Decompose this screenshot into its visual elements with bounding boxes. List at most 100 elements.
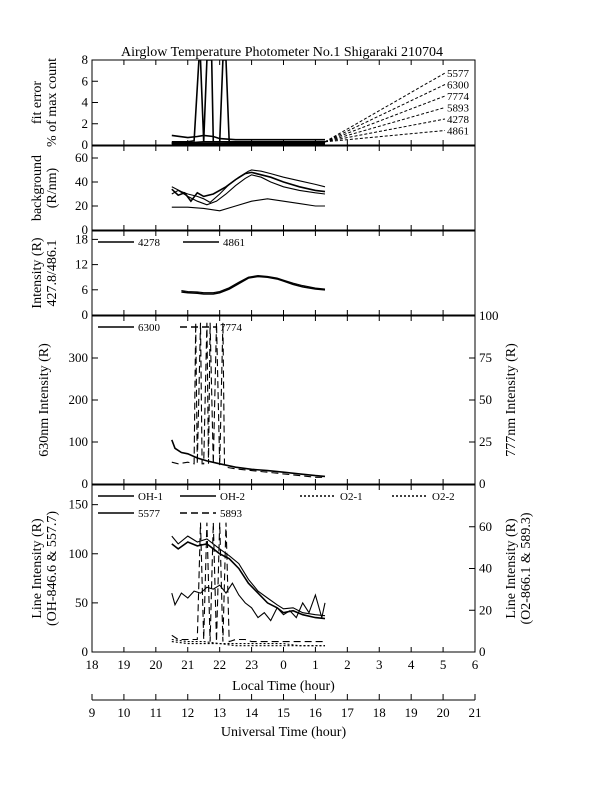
y-tick-label: 18: [75, 231, 88, 246]
y-right-tick-label: 100: [479, 308, 499, 323]
y-tick-label: 6: [82, 282, 89, 297]
local-time-axis-label: Local Time (hour): [232, 679, 335, 694]
panel-frame: [91, 59, 476, 146]
y-right-tick-label: 0: [479, 476, 486, 491]
universal-time-tick-label: 11: [150, 705, 163, 720]
legend-line-7774: [324, 95, 446, 143]
y-right-tick-label: 20: [479, 602, 492, 617]
legend-label: 7774: [447, 91, 470, 103]
y-axis-label: Line Intensity (R): [30, 518, 45, 619]
y-tick-label: 50: [75, 595, 88, 610]
legend-label: 7774: [220, 322, 243, 334]
legend-label: 6300: [447, 80, 470, 92]
series-line-6300: [171, 439, 326, 478]
universal-time-tick-label: 20: [437, 705, 450, 720]
universal-time-tick-label: 16: [309, 705, 323, 720]
y-tick-label: 20: [75, 198, 88, 213]
y-axis-label: (OH-846.6 & 557.7): [45, 511, 60, 626]
y-right-tick-label: 25: [479, 434, 492, 449]
y-tick-label: 2: [82, 116, 89, 131]
series-line-OH-1: [171, 541, 326, 620]
local-time-tick-label: 5: [440, 657, 447, 672]
universal-time-tick-label: 17: [341, 705, 355, 720]
series-line-O2-2: [171, 641, 325, 647]
y-tick-label: 0: [82, 137, 89, 152]
legend-label: 4278: [138, 237, 161, 249]
y-axis-label: 630nm Intensity (R): [37, 343, 52, 457]
universal-time-tick-label: 12: [181, 705, 194, 720]
legend-label: 4278: [447, 114, 470, 126]
series-line-7774: [171, 174, 326, 206]
y-right-axis-label: 777nm Intensity (R): [504, 343, 519, 457]
panel-frame: [91, 315, 476, 485]
universal-time-tick-label: 9: [89, 705, 96, 720]
legend-line-4278: [324, 118, 446, 143]
y-tick-label: 6: [82, 73, 89, 88]
legend-line-4861: [324, 130, 446, 143]
panel-intensity-4278-4861: 0 6 12 18 Intensity (R) 427.8/486.1 4278 4861: [30, 230, 476, 322]
local-time-tick-label: 3: [376, 657, 383, 672]
y-right-tick-label: 50: [479, 392, 492, 407]
series-group: [181, 274, 326, 295]
series-line-5577: [171, 582, 326, 622]
universal-time-tick-label: 21: [469, 705, 482, 720]
local-time-tick-label: 22: [213, 657, 226, 672]
y-tick-label: 60: [75, 150, 88, 165]
y-right-tick-label: 75: [479, 350, 492, 365]
series-line-7774: [171, 322, 325, 478]
y-tick-label: 0: [82, 222, 89, 237]
universal-time-tick-label: 18: [373, 705, 386, 720]
series-group: [171, 169, 326, 212]
local-time-tick-label: 1: [312, 657, 319, 672]
local-time-tick-label: 20: [149, 657, 162, 672]
y-tick-label: 150: [69, 497, 89, 512]
y-tick-label: 100: [69, 434, 89, 449]
legend-label: 6300: [138, 322, 161, 334]
series-group: [171, 522, 326, 647]
panel-fit-error: 0 2 4 6 8 fit error% of max count 557763007774…: [30, 52, 476, 152]
y-tick-label: 8: [82, 52, 89, 67]
universal-time-tick-label: 19: [405, 705, 418, 720]
legend-label: 5577: [138, 508, 161, 520]
y-right-tick-label: 60: [479, 519, 492, 534]
legend-label: O2-2: [432, 491, 455, 503]
local-time-tick-label: 0: [280, 657, 287, 672]
legend-line-6300: [324, 84, 446, 143]
y-tick-label: 0: [82, 644, 89, 659]
y-tick-label: 100: [69, 546, 89, 561]
y-axis-label: % of max count: [45, 58, 60, 147]
local-time-tick-label: 23: [245, 657, 258, 672]
panel-intensity-6300-7774: 0 100 200 300 0 25 50 75 100 630nm Intensity (R) 7…: [37, 308, 519, 491]
legend-label: 4861: [223, 237, 245, 249]
y-axis-label: background: [30, 155, 45, 221]
universal-time-tick-label: 14: [245, 705, 259, 720]
series-line-6300: [171, 169, 326, 204]
y-axis-label: Intensity (R): [30, 237, 45, 308]
series-line-5893: [171, 198, 325, 212]
local-time-tick-label: 2: [344, 657, 351, 672]
y-tick-label: 200: [69, 392, 89, 407]
series-line-O2-1: [171, 638, 325, 647]
series-group: [171, 322, 326, 478]
legend-label: 5577: [447, 68, 470, 80]
panel-background: 0 20 40 60 background (R/nm): [30, 145, 476, 237]
y-tick-label: 0: [82, 476, 89, 491]
legend-label: 5893: [447, 103, 470, 115]
series-group: [171, 60, 325, 145]
local-time-tick-label: 19: [117, 657, 130, 672]
universal-time-tick-label: 13: [213, 705, 226, 720]
series-line-OH-2: [171, 535, 326, 617]
series-line-5893: [171, 522, 325, 643]
universal-time-tick-label: 15: [277, 705, 290, 720]
legend-line-5893: [324, 107, 446, 143]
local-time-tick-label: 18: [86, 657, 99, 672]
panel-frame: [91, 145, 476, 231]
legend-label: 4861: [447, 126, 469, 138]
legend-label: OH-2: [220, 491, 245, 503]
series-line-4861: [181, 274, 326, 294]
legend-label: OH-1: [138, 491, 163, 503]
